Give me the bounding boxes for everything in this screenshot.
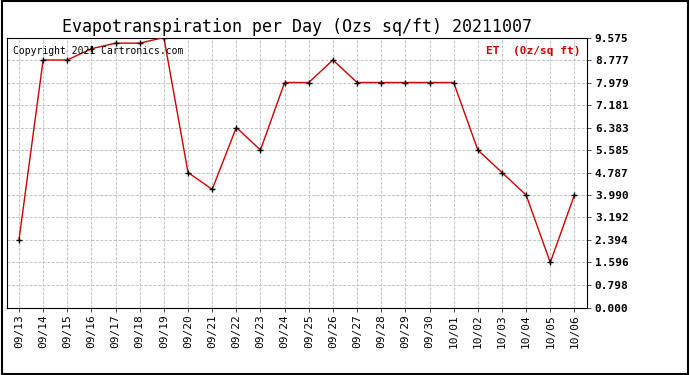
Title: Evapotranspiration per Day (Ozs sq/ft) 20211007: Evapotranspiration per Day (Ozs sq/ft) 2… xyxy=(61,18,532,36)
Text: Copyright 2021 Cartronics.com: Copyright 2021 Cartronics.com xyxy=(12,46,183,56)
Text: ET  (0z/sq ft): ET (0z/sq ft) xyxy=(486,46,581,56)
